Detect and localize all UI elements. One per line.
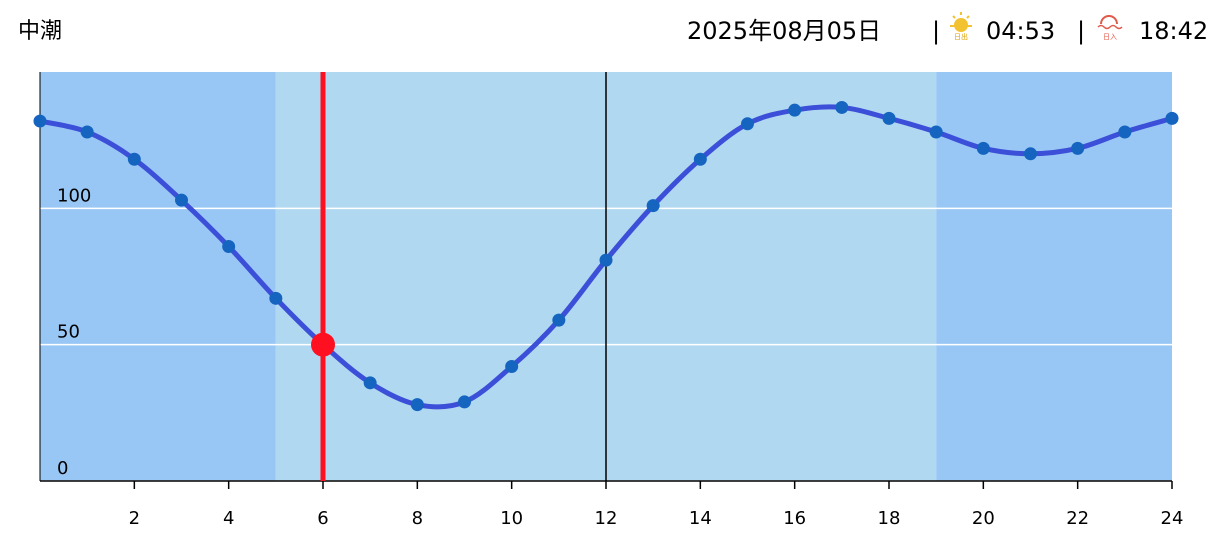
y-tick-label: 100 <box>57 185 91 206</box>
sunrise-time: 04:53 <box>986 17 1055 45</box>
x-tick-label: 8 <box>412 508 423 529</box>
x-tick-label: 22 <box>1066 508 1089 529</box>
point <box>1024 147 1037 161</box>
separator: | <box>1077 17 1085 45</box>
point <box>835 100 849 114</box>
sunset-icon: 日入 <box>1097 15 1123 41</box>
point <box>458 395 471 409</box>
point <box>929 125 943 139</box>
point <box>693 152 707 166</box>
sunset-time: 18:42 <box>1139 17 1208 45</box>
point <box>363 376 377 390</box>
sunset-label: 日入 <box>1103 33 1117 41</box>
point <box>127 152 141 166</box>
point <box>1071 141 1085 155</box>
point <box>222 240 236 254</box>
x-tick-label: 10 <box>500 508 523 529</box>
point <box>599 253 613 267</box>
point <box>1165 111 1179 125</box>
tide-name: 中潮 <box>18 19 62 44</box>
point <box>882 111 896 125</box>
point <box>976 141 990 155</box>
point <box>269 291 283 305</box>
x-tick-label: 24 <box>1161 508 1184 529</box>
date: 2025年08月05日 <box>687 17 881 45</box>
x-tick-label: 2 <box>129 508 140 529</box>
x-tick-label: 6 <box>317 508 328 529</box>
x-tick-label: 16 <box>783 508 806 529</box>
current-point <box>311 332 335 357</box>
point <box>1118 125 1132 139</box>
point <box>175 193 188 207</box>
x-tick-label: 18 <box>878 508 901 529</box>
point <box>646 199 660 213</box>
point <box>33 114 47 128</box>
point <box>552 313 566 327</box>
point <box>788 103 802 117</box>
x-tick-label: 4 <box>223 508 234 529</box>
x-tick-label: 20 <box>972 508 995 529</box>
point <box>741 117 754 131</box>
x-tick-label: 12 <box>595 508 618 529</box>
point <box>505 359 519 373</box>
y-tick-label: 0 <box>57 458 68 479</box>
separator: | <box>932 17 940 45</box>
sunrise-label: 日出 <box>954 32 968 41</box>
night-band <box>40 72 276 481</box>
x-tick-label: 14 <box>689 508 712 529</box>
point <box>80 125 94 139</box>
point <box>410 398 424 412</box>
night-band <box>936 72 1172 481</box>
sunrise-icon: 日出 <box>950 12 972 41</box>
y-tick-label: 50 <box>57 322 80 343</box>
